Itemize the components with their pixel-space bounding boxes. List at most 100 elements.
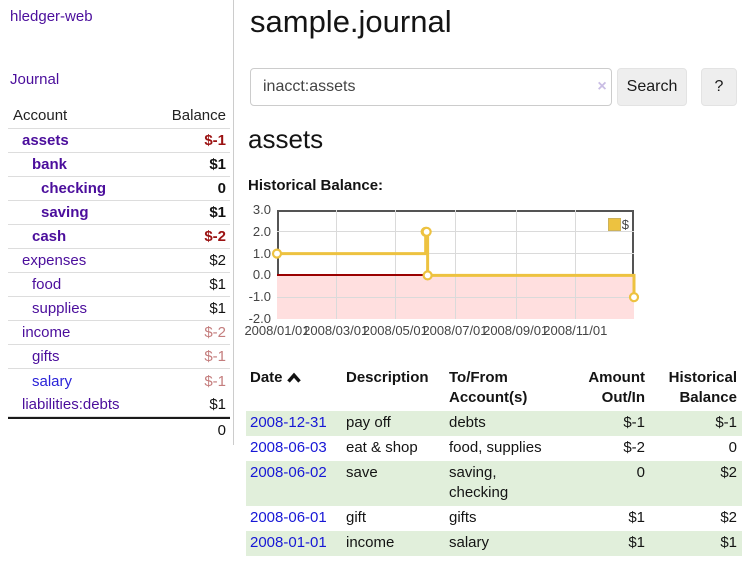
sidebar-account-balance: $1 (209, 396, 226, 413)
app-title-link[interactable]: hledger-web (10, 8, 93, 25)
x-axis-tick-label: 2008/09/01 (483, 323, 549, 338)
transaction-amount: $1 (628, 509, 645, 526)
y-axis-tick-label: 1.0 (252, 245, 271, 261)
v-gridline (335, 210, 337, 319)
help-button[interactable]: ? (701, 68, 737, 106)
sort-ascending-icon (286, 372, 301, 383)
transaction-balance: $2 (720, 464, 737, 481)
sidebar-account-link[interactable]: checking (41, 180, 107, 197)
sidebar-account-balance: 0 (217, 180, 226, 197)
transaction-date-link[interactable]: 2008-06-03 (250, 439, 327, 456)
sidebar-item-journal[interactable]: Journal (10, 71, 60, 88)
sidebar-account-balance: $2 (209, 252, 226, 269)
search-input[interactable] (250, 68, 612, 106)
x-axis-tick-label: 2008/05/01 (362, 323, 428, 338)
sidebar-account-row: liabilities:debts $1 (8, 393, 230, 417)
column-header-description: Description (346, 369, 429, 386)
clear-search-icon[interactable]: × (597, 78, 607, 95)
balance-series (271, 226, 640, 303)
sidebar-account-row: salary $-1 (8, 369, 230, 393)
x-axis-tick-label: 2008/01/01 (244, 323, 310, 338)
chart-title: Historical Balance: (248, 177, 384, 194)
transaction-accounts: food, supplies (449, 439, 542, 456)
balance-column-header: Balance (171, 107, 226, 124)
sidebar-table-header: Account Balance (8, 103, 230, 129)
sidebar-account-link[interactable]: bank (32, 156, 68, 173)
chart-plot-layers (271, 210, 640, 319)
account-column-header: Account (13, 107, 68, 124)
sidebar-account-link[interactable]: assets (22, 132, 69, 149)
sidebar-account-row: bank $1 (8, 153, 230, 177)
sidebar-account-link[interactable]: saving (41, 204, 89, 221)
transaction-description: eat & shop (346, 439, 418, 456)
sidebar-account-link[interactable]: liabilities:debts (22, 396, 120, 413)
register-row: 2008-06-02 save saving, checking 0 $2 (246, 461, 742, 506)
sidebar-account-balance: $1 (209, 300, 226, 317)
sidebar-account-row: expenses $2 (8, 249, 230, 273)
sidebar-account-balance: $-2 (204, 228, 226, 245)
transaction-date-link[interactable]: 2008-12-31 (250, 414, 327, 431)
transaction-date-link[interactable]: 2008-06-02 (250, 464, 327, 481)
sidebar-total-row: 0 (8, 417, 230, 442)
transaction-description: gift (346, 509, 367, 526)
legend-label: $ (621, 217, 629, 232)
register-rows: 2008-12-31 pay off debts $-1 $-1 2008-06-03 ea… (246, 411, 742, 556)
data-point-marker (422, 270, 433, 281)
column-header-date[interactable]: Date (246, 366, 342, 411)
sidebar-account-row: gifts $-1 (8, 345, 230, 369)
register-row: 2008-01-01 income salary $1 $1 (246, 531, 742, 556)
sidebar-account-balance: $-1 (204, 372, 226, 390)
sidebar-account-rows: assets $-1 bank $1 checking 0 saving $1 cash $-2 e… (8, 129, 230, 417)
sidebar-account-balance: $1 (209, 204, 226, 221)
transaction-date-link[interactable]: 2008-06-01 (250, 509, 327, 526)
data-point-marker (421, 226, 432, 237)
sidebar-divider (233, 0, 234, 445)
x-axis-tick-label: 2008/11/01 (543, 323, 608, 338)
x-axis-tick-label: 2008/07/01 (422, 323, 488, 338)
sidebar-account-link[interactable]: cash (32, 228, 67, 245)
transaction-amount: 0 (636, 464, 645, 481)
register-row: 2008-12-31 pay off debts $-1 $-1 (246, 411, 742, 436)
account-heading: assets (248, 124, 324, 154)
y-axis-tick-label: 2.0 (252, 223, 271, 239)
search-button[interactable]: Search (617, 68, 687, 106)
sidebar-account-row: cash $-2 (8, 225, 230, 249)
sidebar-account-link[interactable]: salary (32, 372, 73, 390)
chart-plot-area: $ (271, 210, 640, 319)
sidebar-account-link[interactable]: gifts (32, 348, 60, 365)
sidebar-account-link[interactable]: supplies (32, 300, 88, 317)
transaction-description: income (346, 534, 395, 551)
register-header-row: Date Description To/From Account(s) Amou… (246, 366, 742, 411)
transaction-accounts: salary (449, 534, 490, 551)
sidebar-account-link[interactable]: expenses (22, 252, 87, 269)
y-axis-tick-label: 0.0 (252, 267, 271, 283)
sidebar-account-row: saving $1 (8, 201, 230, 225)
transaction-balance: $2 (720, 509, 737, 526)
sidebar-account-row: checking 0 (8, 177, 230, 201)
y-axis-tick-label: -2.0 (248, 311, 271, 326)
column-header-balance: Historical Balance (668, 369, 737, 406)
register-row: 2008-06-01 gift gifts $1 $2 (246, 506, 742, 531)
transaction-balance: $1 (720, 534, 737, 551)
v-gridline (515, 210, 517, 319)
sidebar-accounts-table: Account Balance assets $-1 bank $1 checking 0… (8, 103, 230, 442)
register-row: 2008-06-03 eat & shop food, supplies $-2 0 (246, 436, 742, 461)
sidebar-account-balance: $-2 (204, 324, 226, 341)
transaction-accounts: gifts (449, 509, 477, 526)
transaction-balance: $-1 (715, 414, 737, 431)
v-gridline (455, 210, 456, 319)
sidebar-account-row: food $1 (8, 273, 230, 297)
sidebar-account-balance: $1 (209, 156, 226, 173)
sidebar-account-balance: $1 (209, 276, 226, 293)
historical-balance-chart: $ 3.0 2.0 1.0 0.0 -1.0 -2.0 2008/01/01 2008/03/… (244, 203, 640, 338)
sidebar-account-row: assets $-1 (8, 129, 230, 153)
transaction-description: save (346, 464, 378, 481)
transaction-date-link[interactable]: 2008-01-01 (250, 534, 327, 551)
sidebar-account-balance: $-1 (204, 132, 226, 149)
sidebar-account-link[interactable]: income (22, 324, 71, 341)
sidebar-account-link[interactable]: food (32, 276, 62, 293)
register-table: Date Description To/From Account(s) Amou… (246, 366, 742, 556)
y-axis-tick-label: -1.0 (248, 289, 271, 305)
sidebar-total-value: 0 (217, 422, 226, 439)
column-header-amount: Amount Out/In (588, 369, 645, 406)
